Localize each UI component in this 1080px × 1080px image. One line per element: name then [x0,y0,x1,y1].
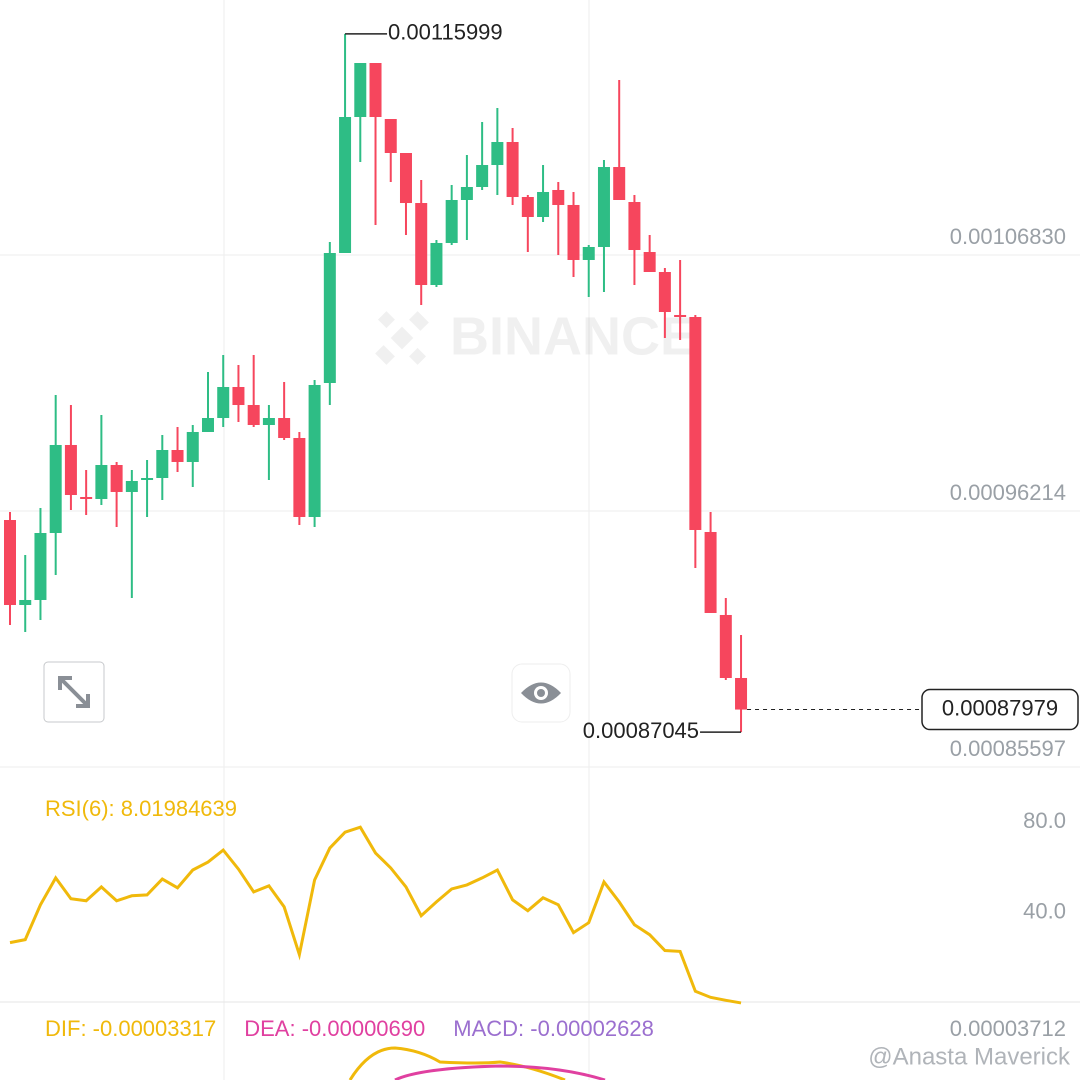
high-label: 0.00115999 [388,20,503,45]
candle-body [628,201,641,251]
candle-body [34,533,47,600]
candle-body [186,431,199,462]
candle-body [156,450,169,479]
candle-body [247,405,260,425]
candle-body [125,480,138,492]
candle-body [491,142,504,166]
candle-body [201,418,214,432]
macd-tick-label: 0.00003712 [950,1016,1066,1041]
candle-body [19,599,32,606]
rsi-tick-label: 40.0 [1023,898,1066,923]
candle-body [95,465,108,500]
candle-body [537,191,550,217]
candle-body [339,116,352,253]
rsi-label: RSI(6): 8.01984639 [45,796,237,821]
candle-body [49,444,62,534]
candle-body [521,197,534,217]
candle-body [4,520,16,606]
candle-body [369,63,382,117]
candle-body [719,614,732,678]
candle-body [80,497,93,500]
candle-body [171,450,184,462]
candle-body [658,271,671,313]
candle-body [674,314,687,317]
candle-body [689,316,702,530]
watermark: BINANCE [375,306,696,366]
eye-icon [521,682,561,704]
candle-body [399,152,412,204]
candle-body [735,677,748,710]
macd-label: MACD: -0.00002628 [453,1016,654,1041]
y-tick-label: 0.00096214 [950,480,1066,505]
candle-body [445,199,458,243]
candle-body [430,242,443,285]
macd-label: DEA: -0.00000690 [244,1016,425,1041]
candle-body [597,167,610,247]
low-label: 0.00087045 [583,718,699,743]
price-box [921,688,1079,731]
candle-body [262,418,275,425]
candle-body [415,203,428,285]
price-label: 0.00087979 [942,695,1058,720]
rsi-line [9,825,742,1005]
candle-body [567,204,580,260]
candle-body [552,189,565,205]
candle-body [232,386,245,406]
candle-body [293,437,306,517]
expand-icon [58,676,90,708]
candle-body [582,246,595,260]
candle-body [64,444,77,496]
candle-body [217,386,230,419]
credit: @Anasta Maverick [868,1043,1071,1070]
candle-body [110,465,123,492]
candle-body [476,165,489,187]
watermark-text: BINANCE [450,306,696,366]
candle-body [278,418,291,438]
candle-body [643,252,656,272]
candle-body [506,142,519,198]
candle-body [613,167,626,200]
candle-body [460,186,473,200]
rsi-tick-label: 80.0 [1023,808,1066,833]
y-tick-label: 0.00106830 [950,224,1066,249]
candle-body [308,384,321,517]
y-tick-label: 0.00085597 [950,736,1066,761]
macd-curves [348,1046,606,1080]
candle-body [704,531,717,613]
candle-body [323,252,336,383]
candle-body [354,63,367,117]
macd-label: DIF: -0.00003317 [45,1016,216,1041]
candle-body [384,118,397,153]
candle-body [141,478,154,481]
